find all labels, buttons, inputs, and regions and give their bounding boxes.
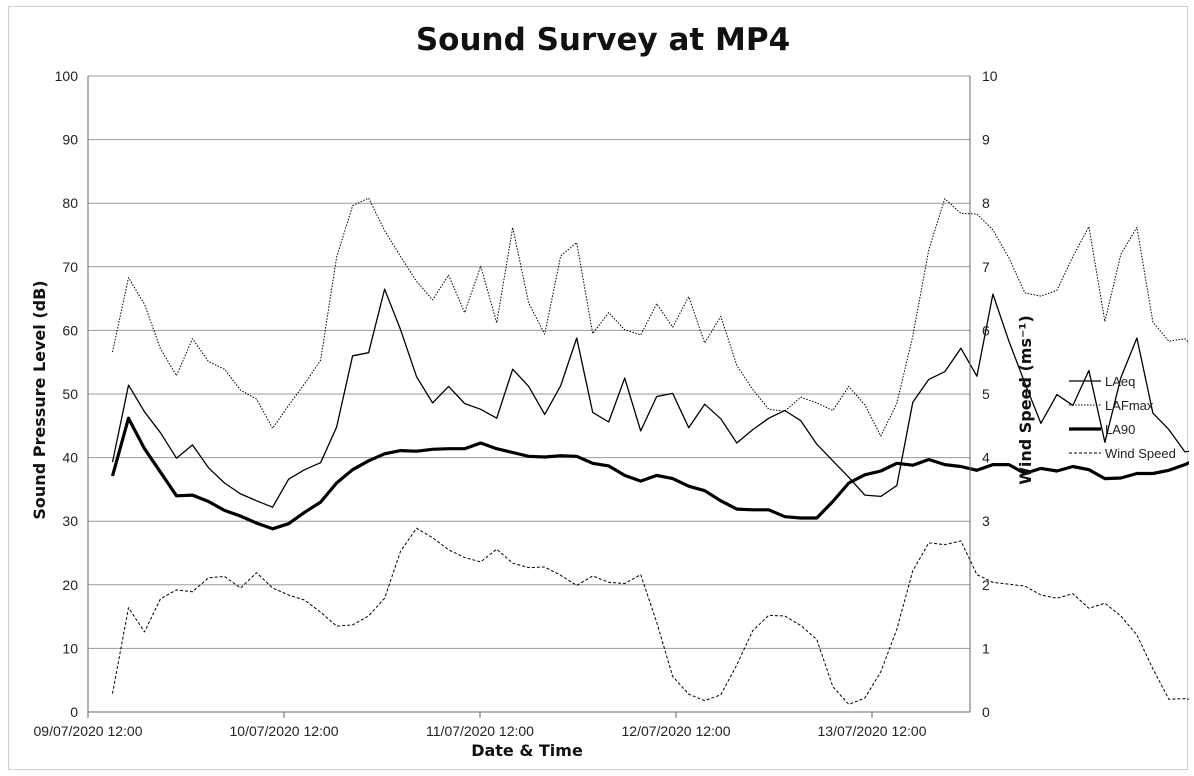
y2-tick-label: 0 bbox=[982, 704, 990, 720]
y2-tick-label: 1 bbox=[982, 640, 990, 656]
y-axis-label: Sound Pressure Level (dB) bbox=[30, 280, 49, 519]
series-line-laeq bbox=[111, 288, 1189, 508]
y2-tick-label: 4 bbox=[982, 450, 990, 466]
y-tick-label: 90 bbox=[62, 132, 78, 148]
legend-label: LAeq bbox=[1105, 374, 1135, 389]
y-tick-label: 100 bbox=[55, 68, 79, 84]
y-tick-label: 40 bbox=[62, 450, 78, 466]
y-tick-label: 20 bbox=[62, 577, 78, 593]
y2-tick-label: 10 bbox=[982, 68, 998, 84]
y-tick-label: 30 bbox=[62, 513, 78, 529]
chart-svg: Sound Survey at MP4 01020304050607080901… bbox=[30, 22, 1189, 760]
y-tick-label: 50 bbox=[62, 386, 78, 402]
x-tick-label: 13/07/2020 12:00 bbox=[818, 723, 927, 739]
x-axis-label: Date & Time bbox=[471, 741, 583, 760]
legend-label: LA90 bbox=[1105, 422, 1135, 437]
y-tick-label: 10 bbox=[62, 640, 78, 656]
chart-frame: Sound Survey at MP4 0 10 20 30 40 50 60 70 80 90 1… bbox=[8, 6, 1189, 770]
y2-tick-label: 9 bbox=[982, 132, 990, 148]
series-line-wind-speed bbox=[112, 527, 1189, 705]
y-tick-label: 80 bbox=[62, 195, 78, 211]
x-tick-label: 11/07/2020 12:00 bbox=[426, 723, 534, 739]
y2-tick-label: 6 bbox=[982, 322, 990, 338]
y2-tick-label: 5 bbox=[982, 386, 990, 402]
y-tick-label: 60 bbox=[62, 322, 78, 338]
y2-tick-label: 8 bbox=[982, 195, 990, 211]
legend-label: LAFmax bbox=[1105, 398, 1154, 413]
x-tick-label: 09/07/2020 12:00 bbox=[34, 723, 143, 739]
y-tick-label: 0 bbox=[70, 704, 78, 720]
chart-title: Sound Survey at MP4 bbox=[416, 22, 790, 58]
x-tick-label: 10/07/2020 12:00 bbox=[230, 723, 339, 739]
y2-tick-label: 7 bbox=[982, 259, 990, 275]
y2-tick-label: 2 bbox=[982, 577, 990, 593]
y2-axis-label: Wind Speed (ms⁻¹) bbox=[1016, 315, 1035, 485]
series-line-la90 bbox=[110, 416, 1189, 531]
legend-label: Wind Speed bbox=[1105, 446, 1176, 461]
y-tick-label: 70 bbox=[62, 259, 78, 275]
x-tick-label: 12/07/2020 12:00 bbox=[622, 723, 731, 739]
y2-tick-label: 3 bbox=[982, 513, 990, 529]
